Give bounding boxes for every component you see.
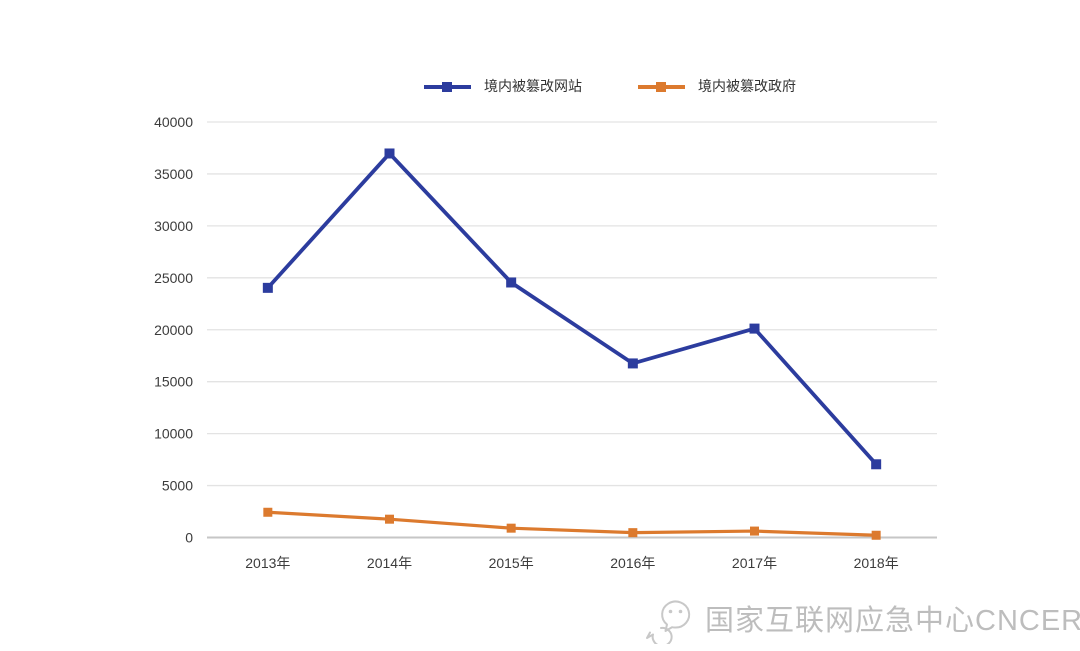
y-tick-label: 15000 xyxy=(154,374,193,390)
y-tick-label: 25000 xyxy=(154,270,193,286)
legend-marker-icon xyxy=(424,81,471,92)
y-tick-label: 35000 xyxy=(154,166,193,182)
chart-legend: 境内被篡改网站 境内被篡改政府 xyxy=(424,76,796,96)
data-point xyxy=(385,514,394,524)
data-point xyxy=(871,530,881,540)
legend-item-1: 境内被篡改政府 xyxy=(638,76,796,96)
y-tick-label: 20000 xyxy=(154,322,193,338)
data-point xyxy=(263,507,273,517)
x-axis-label: 2015年 xyxy=(489,555,534,571)
y-tick-label: 30000 xyxy=(154,218,193,234)
watermark: 国家互联网应急中心CNCERT xyxy=(641,592,1080,644)
data-point xyxy=(506,277,517,288)
y-tick-label: 40000 xyxy=(154,114,193,130)
x-axis-label: 2016年 xyxy=(610,555,655,571)
data-point xyxy=(262,282,273,293)
x-axis-label: 2013年 xyxy=(245,555,290,571)
series-line-0 xyxy=(265,151,879,467)
series-line-1 xyxy=(266,510,878,537)
legend-item-0: 境内被篡改网站 xyxy=(424,76,582,96)
data-point xyxy=(749,323,760,334)
data-point xyxy=(627,358,638,369)
data-point xyxy=(506,523,516,533)
data-point xyxy=(628,528,638,538)
wechat-icon xyxy=(646,600,691,644)
y-tick-label: 5000 xyxy=(162,478,193,494)
y-tick-label: 10000 xyxy=(154,426,193,442)
x-axis-label: 2018年 xyxy=(854,555,899,571)
legend-marker-icon xyxy=(638,81,685,92)
legend-label: 境内被篡改网站 xyxy=(484,78,582,94)
watermark-text: 国家互联网应急中心CNCERT xyxy=(705,605,1080,637)
data-point xyxy=(871,459,882,470)
y-tick-label: 0 xyxy=(185,530,193,546)
legend-label: 境内被篡改政府 xyxy=(698,78,796,94)
data-point xyxy=(384,148,395,159)
data-point xyxy=(750,526,759,536)
x-axis-label: 2014年 xyxy=(367,555,412,571)
x-axis-label: 2017年 xyxy=(732,555,777,571)
